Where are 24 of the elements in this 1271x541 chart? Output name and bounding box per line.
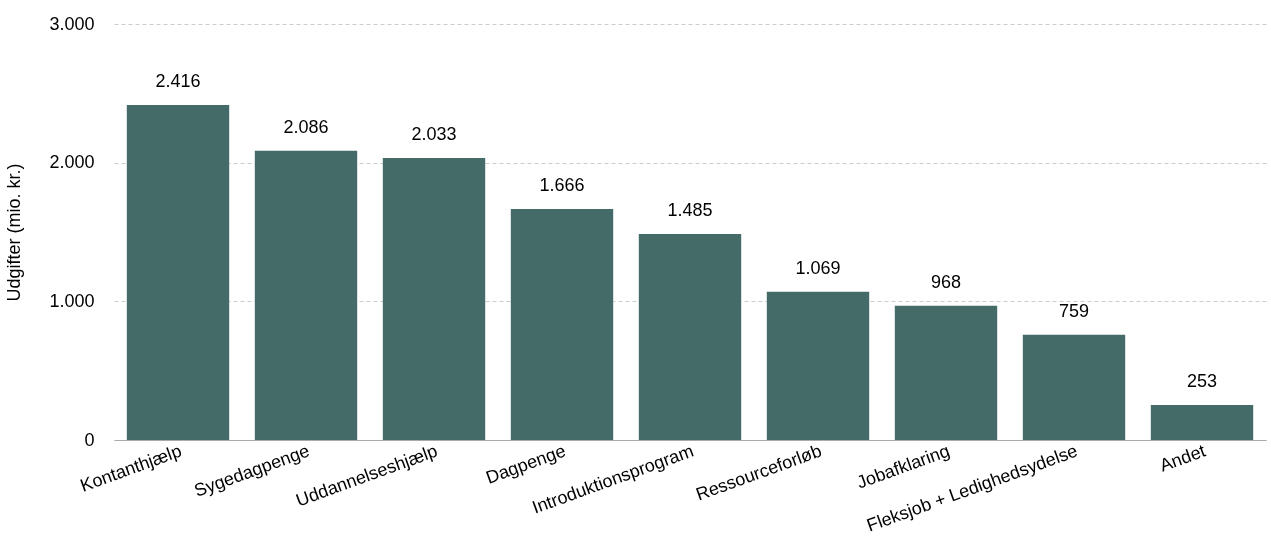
- y-tick-label: 1.000: [49, 290, 95, 311]
- data-label: 2.416: [155, 70, 201, 91]
- bar: [382, 158, 486, 440]
- data-label: 759: [1058, 300, 1090, 321]
- bar: [638, 234, 742, 440]
- bar: [1022, 334, 1126, 440]
- y-axis-title: Udgifter (mio. kr.): [4, 163, 25, 302]
- bar: [894, 305, 998, 440]
- bar: [1150, 404, 1254, 440]
- bar: [254, 150, 358, 440]
- data-label: 1.485: [667, 200, 713, 221]
- bar: [510, 208, 614, 440]
- bar: [766, 291, 870, 440]
- data-label: 968: [930, 271, 962, 292]
- bar: [126, 104, 230, 440]
- data-label: 1.666: [539, 174, 585, 195]
- data-label: 2.086: [283, 116, 329, 137]
- x-tick-label: Andet: [1157, 440, 1209, 476]
- y-tick-label: 2.000: [49, 152, 95, 173]
- data-label: 1.069: [795, 257, 841, 278]
- y-tick-label: 0: [84, 429, 95, 450]
- y-tick-label: 3.000: [49, 13, 95, 34]
- data-label: 2.033: [411, 124, 457, 145]
- data-label: 253: [1186, 370, 1218, 391]
